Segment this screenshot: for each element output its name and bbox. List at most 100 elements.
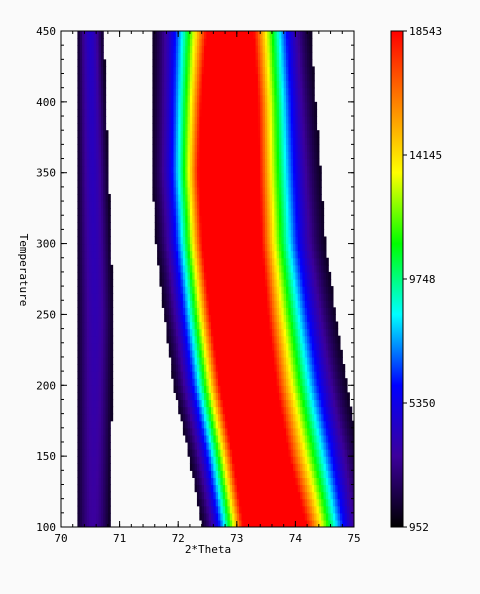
heatmap-cell [213,250,217,259]
heatmap-cell [86,392,90,401]
heatmap-cell [246,371,250,379]
heatmap-cell [201,328,205,337]
heatmap-cell [82,257,86,266]
heatmap-cell [288,300,292,308]
heatmap-cell [302,449,306,457]
heatmap-cell [349,441,353,450]
heatmap-cell [246,215,250,223]
heatmap-cell [241,392,245,401]
heatmap-cell [232,463,236,471]
heatmap-cell [218,484,221,493]
heatmap-cell [250,179,254,188]
heatmap-cell [91,385,95,393]
heatmap-cell [293,470,296,478]
heatmap-cell [220,413,224,422]
heatmap-cell [206,257,210,266]
heatmap-cell [215,441,219,450]
heatmap-cell [321,349,325,358]
heatmap-cell [93,335,97,344]
heatmap-cell [250,399,254,408]
heatmap-cell [77,144,81,153]
heatmap-cell [215,193,219,202]
heatmap-cell [241,477,245,486]
heatmap-cell [196,484,200,493]
heatmap-cell [206,264,210,273]
heatmap-cell [276,172,280,181]
heatmap-cell [257,193,261,202]
heatmap-cell [227,186,231,195]
heatmap-cell [304,371,308,379]
heatmap-cell [297,385,301,393]
heatmap-cell [213,236,217,245]
heatmap-cell [346,441,350,450]
heatmap-cell [215,158,219,167]
heatmap-cell [227,271,231,280]
heatmap-cell [293,201,296,209]
heatmap-cell [318,314,322,323]
heatmap-cell [208,328,212,337]
heatmap-cell [262,222,266,230]
heatmap-cell [262,449,266,457]
heatmap-cell [79,208,83,216]
heatmap-cell [257,307,261,316]
heatmap-cell [264,512,268,521]
heatmap-cell [239,158,243,167]
heatmap-cell [166,201,170,209]
heatmap-cell [175,356,179,365]
heatmap-cell [100,371,104,379]
heatmap-cell [239,371,243,379]
heatmap-cell [213,378,217,386]
heatmap-cell [110,349,114,358]
heatmap-cell [290,491,294,500]
heatmap-cell [276,264,280,273]
heatmap-cell [330,427,334,436]
heatmap-cell [253,512,257,521]
heatmap-cell [239,328,243,337]
heatmap-cell [192,364,196,372]
heatmap-cell [199,399,203,408]
heatmap-cell [77,264,81,273]
heatmap-cell [253,364,257,372]
heatmap-cell [77,208,81,216]
heatmap-cell [215,279,219,287]
heatmap-cell [232,427,236,436]
heatmap-cell [222,201,226,209]
heatmap-cell [161,236,165,245]
heatmap-cell [154,130,158,138]
heatmap-cell [288,257,292,266]
heatmap-cell [283,491,287,500]
heatmap-cell [323,470,327,478]
heatmap-cell [339,456,343,464]
heatmap-cell [199,470,203,478]
heatmap-cell [100,477,104,486]
heatmap-cell [211,201,214,209]
heatmap-cell [281,328,285,337]
heatmap-cell [229,293,233,301]
heatmap-cell [255,413,259,422]
heatmap-cell [82,385,86,393]
heatmap-cell [192,201,196,209]
heatmap-cell [234,222,238,230]
heatmap-cell [248,449,252,457]
heatmap-cell [278,427,282,436]
heatmap-cell [288,392,292,401]
heatmap-cell [260,463,264,471]
heatmap-cell [316,236,320,245]
heatmap-cell [255,349,259,358]
heatmap-cell [311,484,315,493]
heatmap-cell [171,349,175,358]
heatmap-cell [243,371,247,379]
heatmap-cell [232,328,236,337]
heatmap-cell [276,328,280,337]
heatmap-cell [93,186,97,195]
heatmap-cell [328,307,332,316]
heatmap-cell [100,413,104,422]
heatmap-cell [178,321,182,330]
heatmap-cell [215,151,219,160]
heatmap-cell [196,151,200,160]
heatmap-cell [199,286,203,294]
heatmap-cell [171,356,175,365]
heatmap-cell [222,130,226,138]
heatmap-cell [103,314,107,323]
heatmap-cell [318,222,322,230]
